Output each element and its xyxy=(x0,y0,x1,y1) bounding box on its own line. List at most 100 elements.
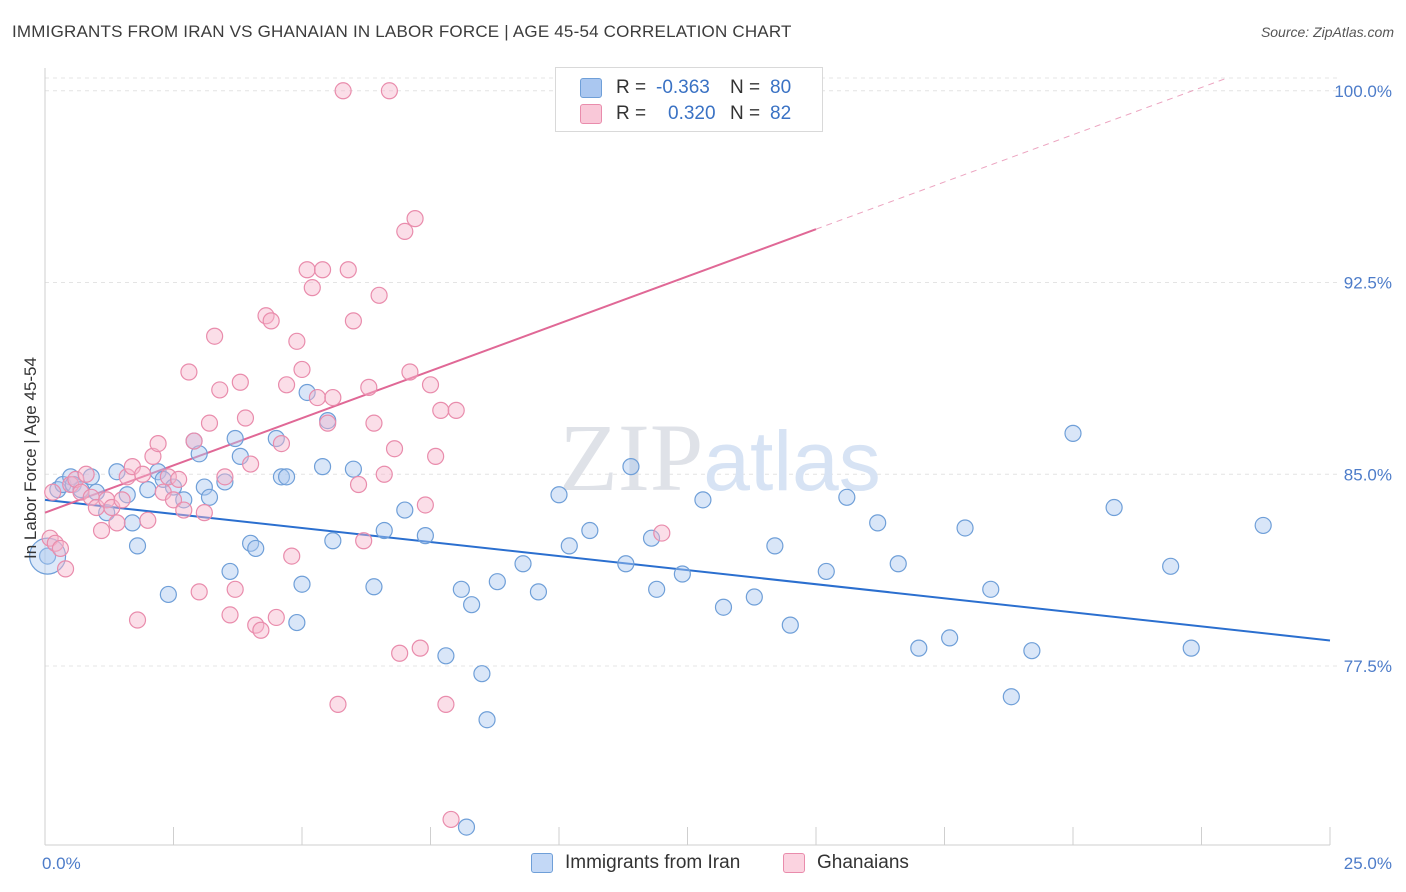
legend-swatch-blue xyxy=(531,853,553,873)
chart-title: IMMIGRANTS FROM IRAN VS GHANAIAN IN LABO… xyxy=(12,22,792,41)
data-point-iran xyxy=(118,486,136,504)
data-point-iran xyxy=(159,585,177,604)
data-point-iran xyxy=(838,488,856,506)
data-point-iran xyxy=(745,588,763,606)
data-point-iran xyxy=(463,596,481,614)
trend-line-ghanaians-extension xyxy=(815,77,1228,230)
y-tick-label: 85.0% xyxy=(1344,465,1392,484)
data-point-iran xyxy=(200,488,219,506)
tick-labels: 77.5% 85.0% 92.5% 100.0% 0.0% 25.0% xyxy=(42,82,1392,873)
data-point-ghanaians xyxy=(421,376,440,394)
trend-line-ghanaians xyxy=(44,228,817,514)
data-point-iran xyxy=(267,429,285,448)
legend-r-value: -0.363 xyxy=(656,77,710,98)
data-point-iran xyxy=(1254,516,1272,535)
axes xyxy=(44,68,1331,846)
y-axis-label: In Labor Force | Age 45-54 xyxy=(21,357,40,559)
data-point-ghanaians xyxy=(344,312,362,330)
data-point-iran xyxy=(617,555,635,573)
data-point-iran xyxy=(581,521,599,540)
data-point-iran xyxy=(473,665,491,683)
legend-n-label: N = xyxy=(730,103,761,124)
data-point-iran xyxy=(550,486,568,504)
legend-r-label: R = xyxy=(616,103,647,124)
data-point-iran xyxy=(416,527,434,545)
data-point-iran xyxy=(123,514,141,532)
x-tick-label: 0.0% xyxy=(42,854,81,873)
data-point-ghanaians xyxy=(283,547,301,565)
legend-item-ghanaians: Ghanaians xyxy=(783,852,909,874)
data-point-ghanaians xyxy=(51,539,70,558)
legend-row-iran: R = -0.363 N = 80 xyxy=(580,76,791,100)
legend-swatch-pink xyxy=(580,104,602,124)
data-point-ghanaians xyxy=(293,360,311,379)
data-point-iran xyxy=(108,463,126,481)
legend-item-label: Ghanaians xyxy=(817,852,909,873)
data-point-ghanaians xyxy=(406,210,424,228)
data-point-ghanaians xyxy=(380,82,398,100)
data-point-iran xyxy=(324,532,342,550)
data-point-ghanaians xyxy=(175,501,193,519)
data-point-ghanaians xyxy=(288,332,306,350)
data-point-ghanaians xyxy=(242,455,260,473)
watermark: ZIPatlas xyxy=(559,404,880,511)
data-point-ghanaians xyxy=(180,363,198,381)
data-point-ghanaians xyxy=(67,470,85,488)
data-point-iran xyxy=(869,514,887,532)
data-point-ghanaians xyxy=(411,639,429,657)
data-point-iran xyxy=(247,539,265,558)
data-point-iran xyxy=(365,578,383,596)
data-point-ghanaians xyxy=(211,381,229,399)
data-point-ghanaians xyxy=(134,465,152,483)
data-point-ghanaians xyxy=(149,435,167,453)
data-point-ghanaians xyxy=(200,414,219,432)
data-point-iran xyxy=(452,580,470,598)
data-point-iran xyxy=(190,445,208,463)
data-point-iran xyxy=(293,575,311,593)
data-point-ghanaians xyxy=(308,388,327,407)
data-point-iran xyxy=(298,383,316,402)
data-point-iran xyxy=(642,529,661,547)
data-point-ghanaians xyxy=(360,378,378,396)
data-point-iran xyxy=(910,639,928,657)
data-point-ghanaians xyxy=(329,695,347,713)
data-point-iran xyxy=(38,547,57,565)
data-point-ghanaians xyxy=(447,401,465,419)
data-point-ghanaians xyxy=(252,621,270,639)
data-point-ghanaians xyxy=(653,524,671,542)
data-point-ghanaians xyxy=(401,363,419,381)
data-point-iran xyxy=(1002,688,1020,706)
trend-line-iran xyxy=(44,498,1331,642)
data-point-ghanaians xyxy=(185,432,203,450)
data-point-ghanaians xyxy=(370,286,388,304)
data-point-iran xyxy=(1182,639,1200,657)
data-point-ghanaians xyxy=(267,608,285,627)
data-point-ghanaians xyxy=(416,496,434,514)
data-point-ghanaians xyxy=(139,511,157,529)
data-point-ghanaians xyxy=(190,583,208,601)
data-point-ghanaians xyxy=(375,465,393,483)
data-point-ghanaians xyxy=(319,414,337,432)
data-point-iran xyxy=(817,562,835,581)
data-point-ghanaians xyxy=(277,376,296,394)
data-point-ghanaians xyxy=(128,611,147,629)
data-point-ghanaians xyxy=(41,529,59,547)
data-point-ghanaians xyxy=(92,521,111,540)
source-label: Source: ZipAtlas.com xyxy=(1260,24,1394,40)
series-immigrants-from-iran xyxy=(28,383,1272,836)
data-point-ghanaians xyxy=(303,279,321,297)
data-point-ghanaians xyxy=(396,222,414,240)
data-point-iran xyxy=(889,555,907,573)
data-point-ghanaians xyxy=(442,810,460,829)
data-point-iran xyxy=(1064,424,1082,442)
data-point-ghanaians xyxy=(108,514,126,532)
data-point-iran xyxy=(272,468,291,486)
data-point-iran xyxy=(139,481,157,499)
data-point-ghanaians xyxy=(164,491,183,509)
data-point-ghanaians xyxy=(56,560,75,578)
data-point-iran xyxy=(195,478,213,496)
legend-item-iran: Immigrants from Iran xyxy=(531,852,740,874)
legend-swatch-pink xyxy=(783,853,805,873)
data-point-ghanaians xyxy=(46,534,64,552)
